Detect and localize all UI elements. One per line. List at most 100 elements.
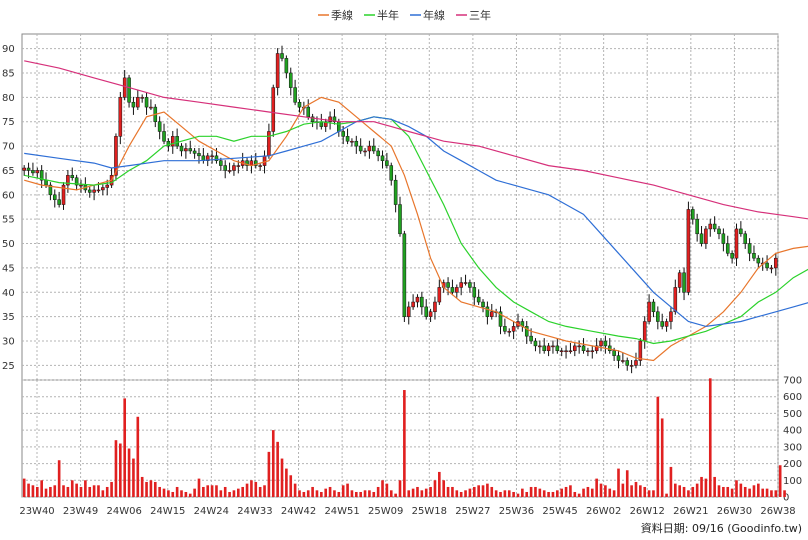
candle-body <box>424 306 428 317</box>
candle-body <box>621 360 625 362</box>
candle-body <box>634 360 638 366</box>
candle-body <box>581 345 586 352</box>
candle-body <box>122 77 127 98</box>
volume-bar <box>752 485 756 497</box>
candle-body <box>372 145 376 152</box>
volume-bar <box>263 485 266 497</box>
volume-bar <box>639 485 642 497</box>
price-tick-label: 35 <box>2 312 15 323</box>
volume-bar <box>529 486 533 497</box>
x-tick-label: 26W30 <box>717 506 752 517</box>
volume-bar <box>582 488 585 497</box>
volume-bar <box>206 485 210 497</box>
volume-bar <box>92 485 96 497</box>
candle-body <box>44 179 48 186</box>
candle-body <box>765 262 769 269</box>
candle-body <box>79 184 83 187</box>
volume-bar <box>551 491 555 497</box>
legend-year-label: 年線 <box>423 8 445 22</box>
candle-body <box>568 350 573 353</box>
candle-body <box>131 101 136 108</box>
legend-three-year-label: 三年 <box>469 8 491 22</box>
volume-bar <box>381 480 384 497</box>
volume-panel: 0 100 200 300 400 500 600 700 <box>21 376 802 504</box>
candle-body <box>507 331 512 333</box>
volume-bar <box>285 468 288 497</box>
candle-body <box>642 321 647 342</box>
price-tick-label: 75 <box>2 117 15 128</box>
candle-body <box>660 321 664 327</box>
candle-body <box>625 360 630 366</box>
candle-body <box>101 187 105 191</box>
volume-plot-frame <box>21 379 779 498</box>
candle-body <box>66 175 70 186</box>
candle-body <box>472 287 477 298</box>
volume-tick-label: 500 <box>783 409 802 420</box>
volume-tick-label: 600 <box>783 392 802 403</box>
candle-body <box>699 233 704 244</box>
x-tick-label: 26W02 <box>586 506 621 517</box>
volume-bar <box>595 478 598 497</box>
volume-bar <box>542 490 546 497</box>
volume-bar <box>320 491 323 497</box>
volume-bar <box>202 486 205 497</box>
year-ma-line <box>24 116 808 328</box>
volume-bar <box>44 488 48 497</box>
volume-bar <box>538 488 542 497</box>
volume-bar <box>158 486 161 497</box>
volume-bar <box>389 490 393 497</box>
candle-body <box>188 148 193 152</box>
volume-bar <box>110 481 113 497</box>
volume-bar <box>455 490 459 497</box>
candle-body <box>31 170 35 174</box>
candle-body <box>686 209 691 293</box>
candle-body <box>485 306 490 317</box>
candle-body <box>489 311 494 317</box>
volume-bar <box>119 443 122 497</box>
volume-bar <box>84 480 87 497</box>
volume-bar <box>481 485 485 497</box>
candle-body <box>297 101 302 108</box>
candle-body <box>52 194 57 200</box>
volume-bar <box>525 491 529 497</box>
price-tick-label: 30 <box>2 337 15 348</box>
candle-body <box>136 97 140 108</box>
volume-bar <box>62 485 65 497</box>
candle-body <box>411 301 415 308</box>
candle-body <box>61 184 66 205</box>
volume-bar <box>145 481 148 497</box>
volume-bar <box>57 460 61 497</box>
volume-bar <box>739 483 743 497</box>
x-tick-label: 24W33 <box>237 506 272 517</box>
candle-body <box>673 287 678 313</box>
candle-body <box>118 97 123 137</box>
candle-body <box>350 140 354 143</box>
volume-bar <box>446 486 450 497</box>
volume-bar <box>258 486 262 497</box>
volume-bar <box>341 485 345 497</box>
volume-bar <box>604 485 607 497</box>
volume-bar <box>359 491 362 497</box>
price-tick-label: 50 <box>2 239 15 250</box>
volume-bar <box>630 485 633 497</box>
candle-body <box>546 345 551 352</box>
volume-bar <box>105 486 109 497</box>
volume-bar <box>328 486 332 497</box>
volume-bar <box>271 430 275 497</box>
volume-bar <box>40 480 43 497</box>
volume-bar <box>499 491 502 497</box>
candle-body <box>144 97 149 108</box>
volume-bar <box>149 480 153 497</box>
volume-bar <box>254 481 258 497</box>
volume-bar <box>534 486 537 497</box>
candle-body <box>769 267 774 270</box>
volume-bar <box>608 488 612 497</box>
candle-body <box>651 301 656 313</box>
volume-bar <box>411 488 415 497</box>
x-tick-label: 24W51 <box>324 506 359 517</box>
candle-body <box>157 121 162 132</box>
candle-body <box>223 165 227 171</box>
volume-bar <box>398 480 402 497</box>
volume-bar <box>136 416 140 497</box>
candle-body <box>607 345 612 352</box>
